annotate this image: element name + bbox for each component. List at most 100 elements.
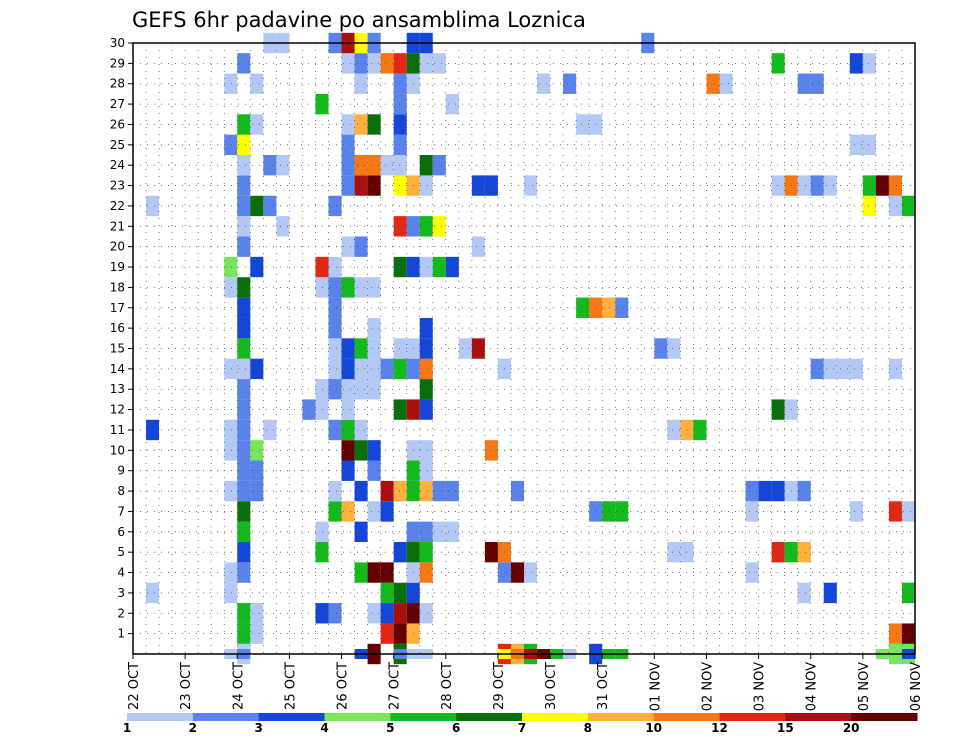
precip-cell: [328, 297, 342, 318]
precip-cell: [224, 134, 238, 156]
precip-cell: [471, 175, 485, 196]
precip-cell: [315, 399, 329, 420]
precip-cell: [367, 175, 381, 196]
x-tick-label: 28 OCT: [440, 662, 455, 710]
precip-cell: [341, 134, 355, 156]
x-tick-label: 24 OCT: [231, 662, 246, 710]
precip-cell: [771, 399, 785, 420]
precip-cell: [237, 338, 251, 359]
precip-cell: [380, 603, 394, 624]
y-axis: 1234567891011121314151617181920212223242…: [110, 36, 133, 641]
y-tick-label: 7: [117, 504, 125, 518]
colorbar-label: 5: [386, 721, 394, 735]
precip-cell: [341, 114, 355, 135]
precip-cell: [667, 338, 681, 359]
precip-cell: [393, 603, 407, 624]
precip-cell: [810, 175, 824, 196]
precip-cell: [315, 256, 329, 278]
y-tick-label: 10: [110, 443, 125, 457]
precip-cell: [419, 338, 433, 359]
precip-cell: [354, 379, 368, 400]
colorbar-segment: [390, 713, 457, 721]
precip-cell: [237, 216, 251, 237]
precip-cell: [354, 419, 368, 441]
precip-cell: [224, 358, 238, 380]
precip-cell: [250, 460, 264, 481]
colorbar-label: 15: [777, 721, 794, 735]
x-tick-label: 03 NOV: [753, 662, 768, 711]
precip-cell: [224, 562, 238, 583]
precip-cell: [432, 155, 446, 176]
precip-cell: [341, 399, 355, 420]
precip-cell: [615, 297, 629, 318]
precip-cell: [393, 358, 407, 380]
precip-cell: [745, 480, 759, 502]
precip-cell: [224, 277, 238, 298]
precip-cell: [393, 155, 407, 176]
precip-cell: [602, 297, 616, 318]
precip-cell: [823, 175, 837, 196]
precip-cell: [393, 399, 407, 420]
precip-cell: [341, 379, 355, 400]
precip-cell: [237, 175, 251, 196]
y-tick-label: 3: [117, 586, 125, 600]
precip-cell: [276, 216, 290, 237]
precip-cell: [797, 73, 811, 94]
precip-cell: [250, 623, 264, 644]
precip-cell: [328, 480, 342, 502]
precip-cell: [862, 53, 876, 74]
precip-cell: [849, 358, 863, 380]
precip-cell: [471, 236, 485, 257]
precip-cell: [771, 480, 785, 502]
precip-cell: [771, 541, 785, 563]
precip-cell: [237, 277, 251, 298]
y-tick-label: 20: [110, 240, 125, 254]
precip-cell: [315, 521, 329, 542]
precip-cell: [224, 73, 238, 94]
precip-cell: [810, 358, 824, 380]
precip-cell: [745, 562, 759, 583]
colorbar-segment: [719, 713, 786, 721]
precip-cell: [224, 419, 238, 441]
precip-cell: [380, 623, 394, 644]
precip-cell: [393, 175, 407, 196]
precip-cell: [341, 460, 355, 481]
colorbar-segment: [522, 713, 589, 721]
precip-cell: [419, 399, 433, 420]
precip-cell: [237, 236, 251, 257]
precip-cell: [419, 175, 433, 196]
precip-cell: [380, 501, 394, 522]
precip-cell: [263, 195, 277, 217]
precip-cell: [237, 379, 251, 400]
precip-cell: [354, 277, 368, 298]
precip-cell: [315, 277, 329, 298]
precip-cell: [510, 562, 524, 583]
precip-cell: [510, 480, 524, 502]
precip-cell: [862, 175, 876, 196]
precip-cell: [667, 541, 681, 563]
precip-cell: [393, 93, 407, 115]
precip-cell: [419, 379, 433, 400]
precip-cell: [250, 256, 264, 278]
precip-cell: [471, 338, 485, 359]
precip-cell: [328, 501, 342, 522]
precip-cell: [328, 603, 342, 624]
precip-cell: [367, 277, 381, 298]
precip-cell: [341, 501, 355, 522]
precip-cell: [836, 358, 850, 380]
precip-cell: [849, 53, 863, 74]
precip-cell: [315, 379, 329, 400]
precip-cell: [419, 256, 433, 278]
precip-cell: [367, 460, 381, 481]
x-tick-label: 31 OCT: [596, 662, 611, 710]
y-tick-label: 23: [110, 179, 125, 193]
precip-cell: [237, 501, 251, 522]
y-tick-label: 16: [110, 321, 125, 335]
precip-cell: [367, 338, 381, 359]
precip-cell: [328, 277, 342, 298]
precip-cell: [328, 256, 342, 278]
precip-cell: [862, 134, 876, 156]
precip-cell: [237, 460, 251, 481]
precip-cell: [328, 419, 342, 441]
precip-cell: [445, 256, 459, 278]
